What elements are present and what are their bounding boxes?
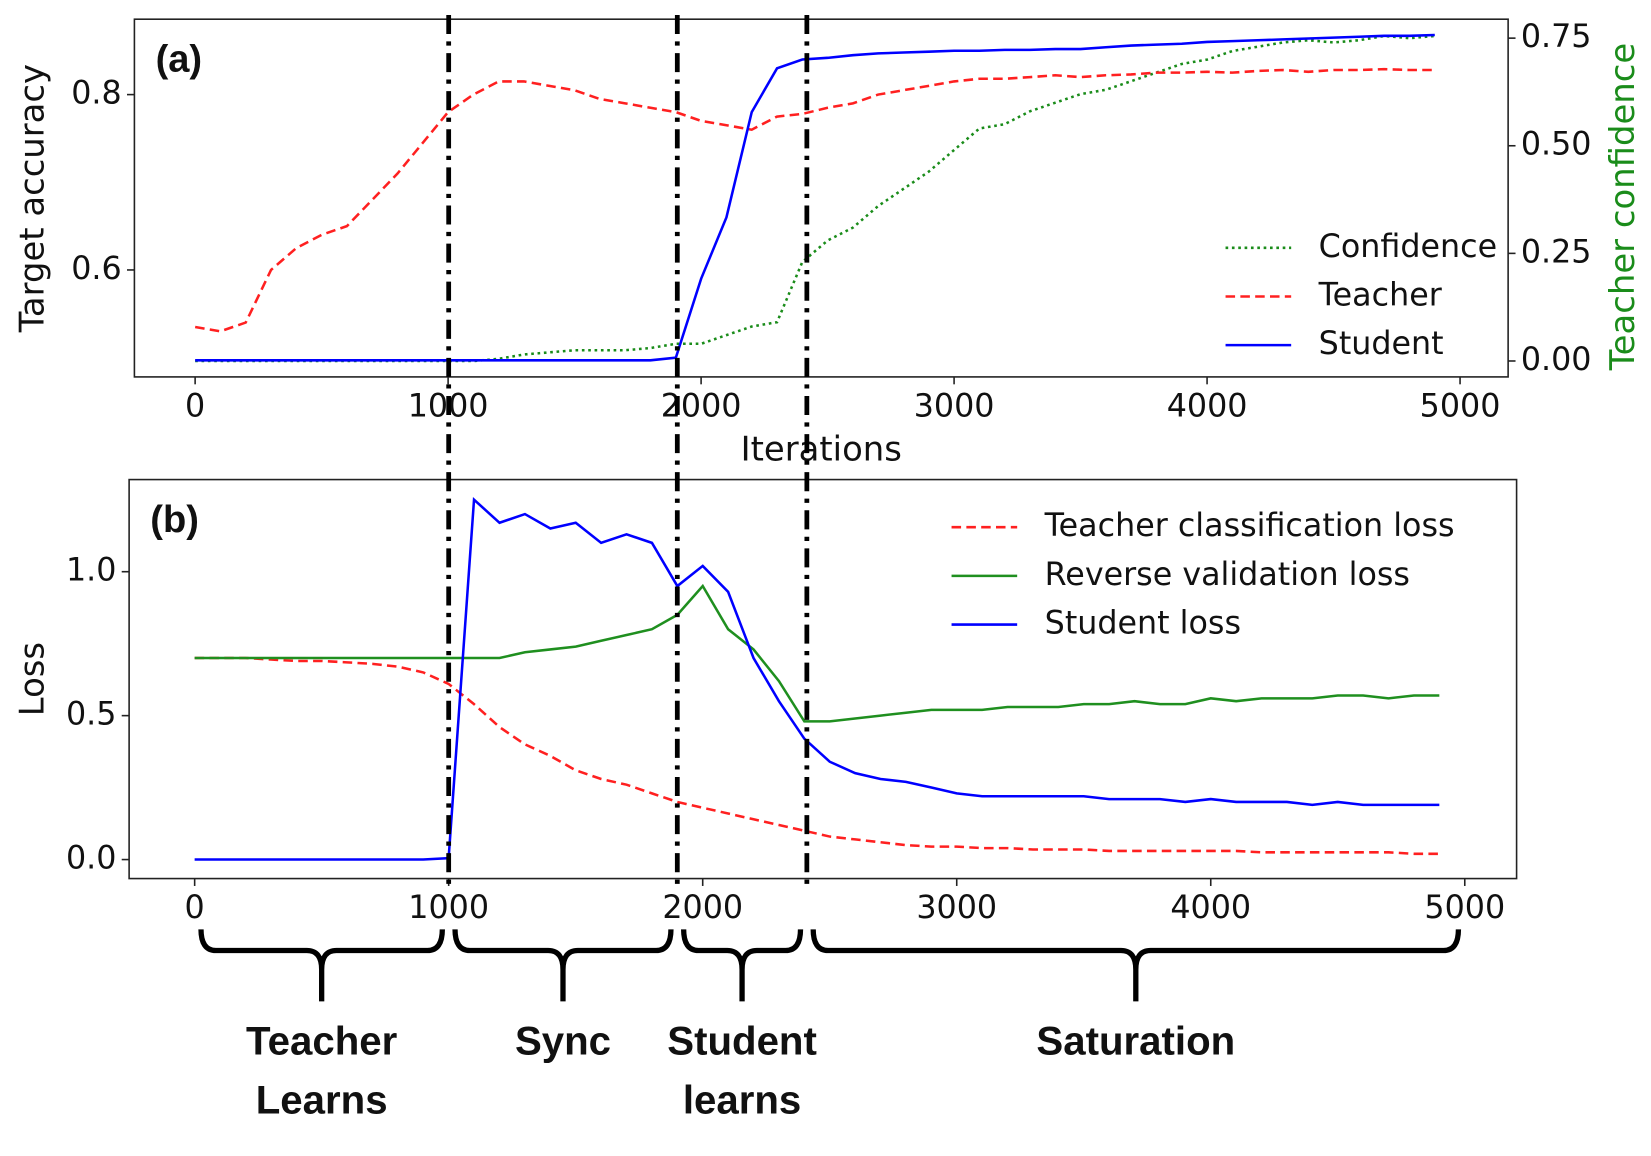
y-tick-label: 0.0 bbox=[66, 841, 116, 877]
series-line bbox=[194, 583, 1440, 723]
legend-label: Teacher classification loss bbox=[1044, 508, 1455, 544]
x-tick-label: 3000 bbox=[916, 890, 997, 926]
legend-label: Reverse validation loss bbox=[1045, 557, 1410, 593]
legend-label: Student loss bbox=[1045, 606, 1241, 642]
legend-label: Teacher bbox=[1318, 277, 1443, 313]
y-tick-label: 0.5 bbox=[66, 697, 116, 733]
phase-brace bbox=[198, 929, 445, 1002]
y2-tick-label: 0.75 bbox=[1521, 19, 1592, 55]
series-line bbox=[195, 34, 1435, 363]
x-tick-label: 0 bbox=[185, 890, 205, 926]
y-tick-label: 1.0 bbox=[66, 553, 116, 589]
panel-label: (b) bbox=[150, 499, 199, 541]
y-tick-label: 0.8 bbox=[71, 76, 121, 112]
x-tick-label: 0 bbox=[185, 389, 205, 425]
y2-tick-label: 0.50 bbox=[1521, 127, 1592, 163]
phase-brace bbox=[810, 929, 1462, 1002]
axes-frame bbox=[128, 478, 1518, 880]
phase-label: Learns bbox=[256, 1078, 388, 1123]
axes-frame bbox=[133, 18, 1509, 378]
y-tick-label: 0.6 bbox=[71, 251, 121, 287]
phase-label: Student bbox=[667, 1018, 817, 1063]
y2-axis-label: Teacher confidence bbox=[1603, 43, 1642, 371]
x-tick-label: 3000 bbox=[914, 389, 995, 425]
series-line bbox=[195, 33, 1435, 362]
series-line bbox=[194, 656, 1440, 856]
x-axis-label: Iterations bbox=[741, 430, 902, 469]
legend-label: Student bbox=[1319, 326, 1444, 362]
y2-tick-label: 0.25 bbox=[1521, 234, 1592, 270]
phase-label: Saturation bbox=[1036, 1018, 1235, 1063]
y-axis-label: Loss bbox=[12, 642, 51, 716]
x-tick-label: 2000 bbox=[661, 389, 742, 425]
legend-label: Confidence bbox=[1319, 229, 1497, 265]
y-axis-label: Target accuracy bbox=[12, 64, 51, 333]
series-line bbox=[194, 496, 1440, 861]
y2-tick-label: 0.00 bbox=[1521, 342, 1592, 378]
phase-brace bbox=[452, 929, 674, 1002]
x-tick-label: 4000 bbox=[1170, 890, 1251, 926]
x-tick-label: 1000 bbox=[408, 890, 489, 926]
x-tick-label: 4000 bbox=[1167, 389, 1248, 425]
x-tick-label: 5000 bbox=[1424, 890, 1505, 926]
panel-label: (a) bbox=[156, 39, 203, 81]
x-tick-label: 5000 bbox=[1420, 389, 1501, 425]
x-tick-label: 2000 bbox=[662, 890, 743, 926]
series-line bbox=[194, 67, 1435, 333]
phase-label: learns bbox=[683, 1078, 801, 1123]
phase-label: Teacher bbox=[246, 1018, 398, 1063]
phase-label: Sync bbox=[515, 1018, 611, 1063]
phase-brace bbox=[681, 929, 804, 1002]
